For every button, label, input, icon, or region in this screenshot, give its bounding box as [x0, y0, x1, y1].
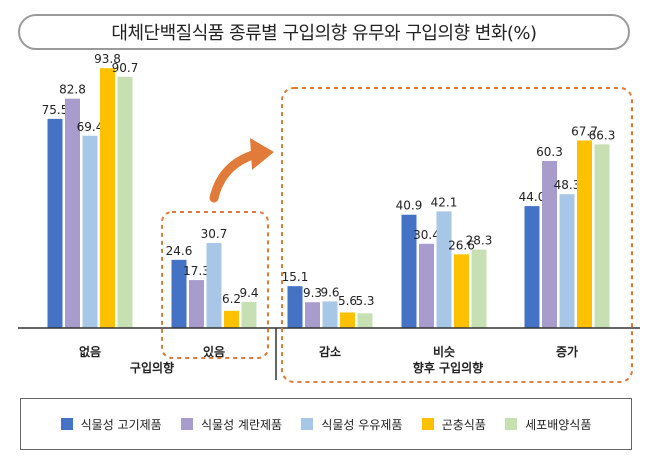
- chart-title-text: 대체단백질식품 종류별 구입의향 유무와 구입의향 변화(%): [111, 23, 537, 44]
- bar-있음-2: [206, 242, 222, 328]
- group-label-1: 향후 구입의향: [413, 360, 483, 375]
- bar-감소-4: [357, 313, 373, 328]
- chart-svg: 75.5 82.8 69.4 93.890.7 없음 24.6 17.3 30.7 6.29.4…: [18, 52, 640, 383]
- data-label-있음-4: 9.4: [239, 286, 258, 300]
- bar-있음-4: [241, 301, 257, 328]
- data-label-증가-1: 60.3: [536, 145, 563, 159]
- legend-swatch: [301, 418, 314, 430]
- data-label-감소-0: 15.1: [282, 270, 309, 284]
- bar-없음-0: [47, 118, 63, 329]
- data-label-있음-3: 6.2: [222, 292, 241, 306]
- bar-없음-1: [65, 98, 80, 328]
- group-label-0: 구입의향: [130, 360, 174, 375]
- highlight-box-future: [281, 87, 633, 383]
- data-label-비슷-2: 42.1: [431, 195, 458, 209]
- data-label-비슷-4: 28.3: [466, 234, 493, 248]
- bar-비슷-1: [419, 243, 434, 328]
- data-label-없음-4: 90.7: [112, 61, 139, 75]
- chart-title: 대체단백질식품 종류별 구입의향 유무와 구입의향 변화(%): [18, 14, 630, 50]
- data-label-감소-2: 9.6: [320, 285, 339, 299]
- data-label-증가-3: 67.7: [571, 124, 598, 138]
- data-label-비슷-1: 30.4: [413, 228, 440, 242]
- legend-item: 세포배양식품: [505, 416, 591, 433]
- data-label-증가-4: 66.3: [589, 128, 616, 142]
- bar-감소-3: [340, 312, 355, 328]
- legend-item: 식물성 계란제품: [180, 416, 283, 433]
- bar-감소-0: [287, 286, 303, 328]
- legend-swatch: [421, 418, 434, 430]
- data-label-감소-3: 5.6: [338, 294, 357, 308]
- bar-증가-0: [524, 206, 540, 328]
- tick-label-증가: 증가: [556, 344, 578, 359]
- legend-label: 세포배양식품: [525, 417, 592, 432]
- tick-label-감소: 감소: [319, 344, 341, 359]
- legend-label: 식물성 고기제품: [80, 417, 162, 432]
- bar-있음-1: [189, 280, 204, 328]
- bar-증가-3: [577, 140, 592, 328]
- data-label-있음-1: 17.3: [183, 264, 210, 278]
- data-label-증가-0: 44.0: [519, 190, 546, 204]
- bar-비슷-2: [436, 211, 452, 328]
- bar-있음-3: [224, 310, 239, 328]
- bar-증가-1: [542, 160, 557, 328]
- data-label-증가-2: 48.3: [554, 178, 581, 192]
- legend-label: 식물성 계란제품: [200, 417, 283, 432]
- bar-감소-2: [322, 301, 338, 328]
- bar-비슷-3: [454, 254, 469, 328]
- bar-없음-3: [100, 68, 115, 328]
- bar-없음-2: [82, 135, 98, 328]
- data-label-없음-0: 75.5: [42, 103, 69, 117]
- legend-item: 식물성 고기제품: [60, 416, 162, 433]
- legend-swatch: [60, 418, 73, 430]
- bar-증가-2: [559, 194, 575, 328]
- data-label-비슷-0: 40.9: [396, 199, 423, 213]
- legend-label: 곤충식품: [441, 417, 486, 432]
- legend: 식물성 고기제품 식물성 계란제품 식물성 우유제품 곤충식품 세포배양식품: [20, 398, 632, 450]
- legend-item: 곤충식품: [421, 416, 486, 433]
- highlight-box-present: [161, 211, 269, 359]
- bar-증가-4: [594, 144, 610, 328]
- data-label-없음-1: 82.8: [59, 83, 86, 97]
- bar-비슷-0: [401, 214, 417, 328]
- bar-감소-1: [305, 302, 320, 328]
- tick-label-있음: 있음: [203, 344, 225, 359]
- data-label-없음-2: 69.4: [77, 120, 104, 134]
- arrow-shaft: [209, 149, 261, 203]
- bar-있음-0: [171, 259, 187, 328]
- data-label-감소-1: 9.3: [303, 286, 322, 300]
- data-label-비슷-3: 26.6: [448, 238, 475, 252]
- data-label-감소-4: 5.3: [355, 294, 374, 308]
- data-label-있음-2: 30.7: [201, 227, 228, 241]
- arrow-head: [250, 138, 274, 170]
- legend-item: 식물성 우유제품: [301, 416, 402, 433]
- legend-swatch: [505, 418, 518, 430]
- data-label-있음-0: 24.6: [166, 244, 193, 258]
- data-label-없음-3: 93.8: [94, 52, 121, 66]
- legend-label: 식물성 우유제품: [321, 417, 403, 432]
- bar-없음-4: [117, 76, 133, 328]
- tick-label-없음: 없음: [79, 344, 101, 359]
- tick-label-비슷: 비슷: [433, 344, 455, 359]
- bar-비슷-4: [471, 249, 487, 328]
- legend-swatch: [180, 418, 193, 430]
